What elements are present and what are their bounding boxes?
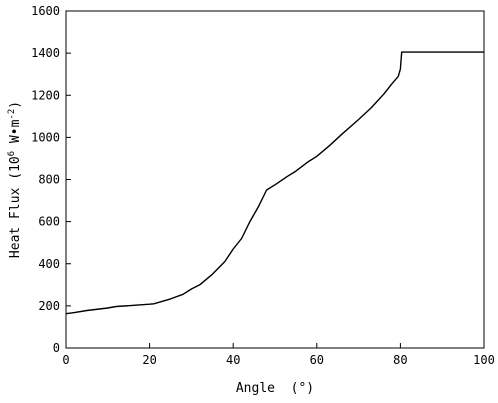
y-axis-label: Heat Flux (106 W•m-2) <box>7 101 23 258</box>
plot-frame <box>65 10 485 349</box>
x-tick-label: 100 <box>473 353 495 367</box>
x-tick-label: 60 <box>310 353 324 367</box>
y-axis-ticks: 0 200 400 600 800 1000 1200 1400 1600 <box>31 4 71 355</box>
y-axis-label-unit: W•m <box>8 119 23 150</box>
y-tick-label: 200 <box>38 299 60 313</box>
y-tick-label: 1200 <box>31 88 60 102</box>
y-tick-label: 800 <box>38 173 60 187</box>
x-tick-label: 0 <box>62 353 69 367</box>
x-tick-label: 40 <box>226 353 240 367</box>
y-tick-label: 0 <box>53 341 60 355</box>
y-tick-label: 600 <box>38 215 60 229</box>
y-tick-label: 1400 <box>31 46 60 60</box>
x-axis-ticks: 0 20 40 60 80 100 <box>62 343 495 367</box>
y-axis-label-main: Heat Flux (10 <box>8 156 23 258</box>
x-axis-label: Angle (°) <box>236 381 314 396</box>
x-tick-label: 20 <box>142 353 156 367</box>
y-tick-label: 1000 <box>31 130 60 144</box>
heat-flux-line <box>65 51 484 315</box>
x-tick-label: 80 <box>393 353 407 367</box>
y-axis-label-sup-exponent-2: -2 <box>7 109 17 120</box>
y-tick-label: 1600 <box>31 4 60 18</box>
y-tick-label: 400 <box>38 257 60 271</box>
y-axis-label-sup-exponent: 6 <box>7 151 17 156</box>
y-axis-label-close: ) <box>8 101 23 109</box>
